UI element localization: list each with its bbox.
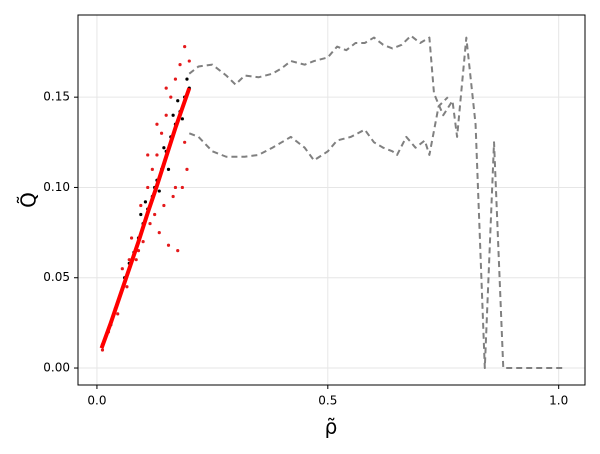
y-tick-label: 0.05	[43, 270, 70, 284]
point	[162, 203, 166, 208]
point	[164, 113, 168, 117]
dashed-line	[188, 34, 564, 370]
point	[139, 203, 143, 208]
point	[153, 212, 157, 217]
point	[185, 167, 189, 171]
point	[100, 348, 105, 352]
point	[178, 63, 182, 67]
x-tick-label: 1.0	[549, 394, 568, 408]
point	[164, 86, 168, 90]
y-tick-label: 0.15	[43, 90, 70, 104]
point	[183, 140, 187, 144]
point	[157, 230, 161, 235]
point	[129, 236, 134, 240]
point	[155, 153, 159, 157]
point	[166, 167, 171, 171]
point	[146, 153, 150, 157]
point	[157, 189, 161, 193]
x-tick-label: 0.5	[318, 394, 337, 408]
point	[183, 45, 187, 49]
point	[139, 212, 143, 217]
point	[148, 221, 152, 226]
point	[187, 59, 191, 63]
point	[169, 95, 173, 99]
dashed-line	[188, 96, 449, 162]
y-axis-label: Q̃	[17, 192, 41, 208]
x-axis-label: ρ̃	[325, 415, 338, 439]
x-tick-label: 0.0	[87, 394, 106, 408]
point	[141, 240, 145, 244]
point	[180, 185, 184, 190]
point	[171, 194, 175, 199]
point	[176, 99, 180, 103]
point	[155, 122, 159, 126]
point	[150, 167, 154, 171]
y-tick-label: 0.10	[43, 180, 70, 194]
point	[176, 249, 180, 253]
point	[171, 113, 175, 117]
line	[99, 87, 192, 349]
point	[120, 267, 124, 271]
point	[173, 77, 178, 81]
point	[185, 77, 189, 81]
point	[143, 200, 148, 204]
plot-frame	[77, 14, 586, 386]
point	[166, 243, 171, 247]
point	[125, 285, 129, 289]
point	[146, 185, 150, 190]
y-tick-label: 0.00	[43, 361, 70, 375]
point	[134, 258, 138, 262]
point	[173, 185, 178, 190]
point	[162, 146, 166, 150]
point	[180, 117, 184, 121]
point	[159, 131, 164, 135]
point	[116, 312, 120, 316]
